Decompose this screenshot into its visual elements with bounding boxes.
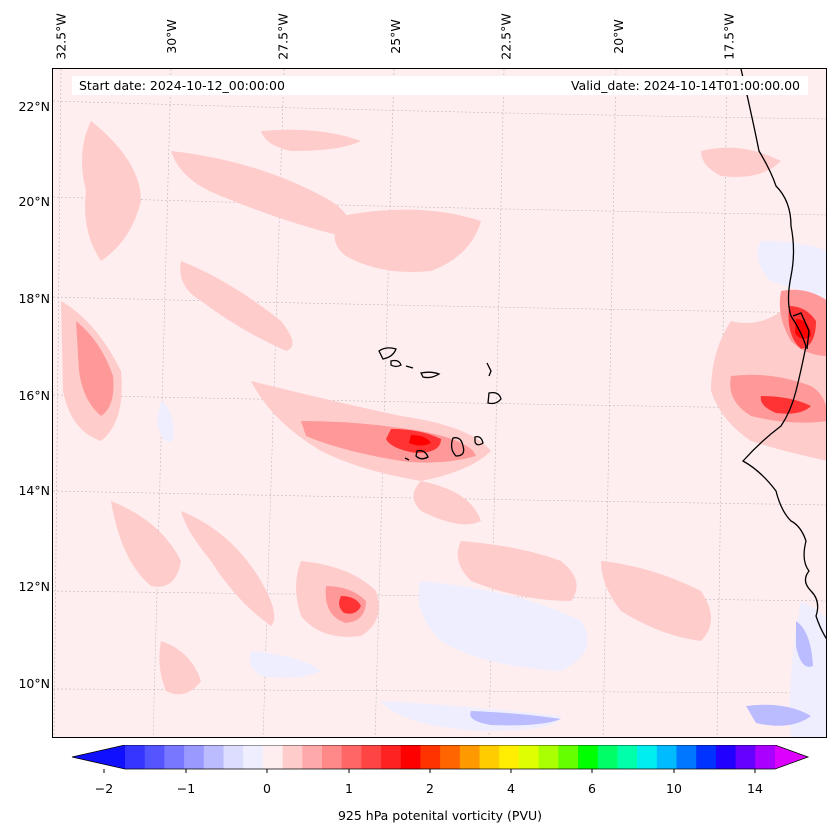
lon-label-25w: 25°W bbox=[387, 18, 403, 54]
colorbar-tick-1: 1 bbox=[345, 781, 353, 796]
colorbar-swatch bbox=[479, 745, 500, 769]
colorbar-swatch bbox=[262, 745, 284, 769]
lon-label-20w: 20°W bbox=[610, 18, 626, 54]
lon-label-32.5w: 32.5°W bbox=[53, 12, 69, 60]
lat-label-10n: 10°N bbox=[18, 676, 50, 691]
colorbar-swatch bbox=[518, 745, 540, 769]
lat-label-20n: 20°N bbox=[18, 194, 50, 209]
lat-label-18n: 18°N bbox=[18, 291, 50, 306]
colorbar-swatch bbox=[420, 745, 441, 769]
colorbar-swatch bbox=[381, 745, 402, 769]
colorbar-swatch bbox=[578, 745, 599, 769]
colorbar-swatch bbox=[223, 745, 244, 769]
colorbar-swatch bbox=[144, 745, 165, 769]
colorbar-swatch bbox=[184, 745, 205, 769]
colorbar-outline bbox=[71, 745, 810, 770]
colorbar-tick-neg2: −2 bbox=[94, 781, 114, 796]
map-canvas bbox=[53, 69, 826, 737]
colorbar-tick-neg1: −1 bbox=[176, 781, 196, 796]
colorbar-swatch bbox=[400, 745, 421, 769]
pv-contours-negative-medium bbox=[470, 621, 813, 726]
colorbar-swatch bbox=[676, 745, 697, 769]
lat-label-22n: 22°N bbox=[18, 99, 50, 114]
colorbar-swatch bbox=[597, 745, 618, 769]
colorbar-tick-14: 14 bbox=[747, 781, 763, 796]
lat-label-16n: 16°N bbox=[18, 388, 50, 403]
colorbar-tick-10: 10 bbox=[666, 781, 682, 796]
colorbar-swatch bbox=[696, 745, 717, 769]
colorbar-swatch bbox=[538, 745, 559, 769]
pv-contours-peak bbox=[409, 319, 811, 446]
colorbar-swatch bbox=[499, 745, 520, 769]
colorbar-swatch bbox=[715, 745, 737, 769]
valid-date: Valid_date: 2024-10-14T01:00:00.00 bbox=[570, 78, 800, 93]
gridlines bbox=[53, 69, 826, 737]
colorbar-label: 925 hPa potenital vorticity (PVU) bbox=[337, 808, 543, 823]
colorbar-swatch bbox=[440, 745, 461, 769]
map-title-bar: Start date: 2024-10-12_00:00:00 Valid_da… bbox=[72, 76, 808, 95]
colorbar-swatch bbox=[321, 745, 343, 769]
colorbar-swatch bbox=[637, 745, 658, 769]
colorbar-swatch bbox=[558, 745, 579, 769]
lat-label-14n: 14°N bbox=[18, 483, 50, 498]
lon-label-27.5w: 27.5°W bbox=[275, 12, 291, 60]
pv-contours-medium bbox=[76, 289, 826, 623]
colorbar-tick-6: 6 bbox=[588, 781, 596, 796]
coastline bbox=[740, 69, 826, 640]
colorbar-swatch bbox=[302, 745, 323, 769]
colorbar-swatch bbox=[125, 745, 146, 769]
map-panel[interactable] bbox=[52, 68, 827, 738]
colorbar-swatch bbox=[459, 745, 481, 769]
colorbar-swatch bbox=[361, 745, 382, 769]
colorbar bbox=[71, 745, 810, 773]
lon-label-22.5w: 22.5°W bbox=[498, 12, 514, 60]
cabo-verde-islands bbox=[378, 347, 502, 461]
colorbar-swatch bbox=[282, 745, 303, 769]
lat-label-12n: 12°N bbox=[18, 579, 50, 594]
colorbar-extend-low bbox=[72, 745, 125, 769]
colorbar-swatch bbox=[735, 745, 756, 769]
colorbar-tick-0: 0 bbox=[263, 781, 271, 796]
lon-label-17.5w: 17.5°W bbox=[721, 12, 737, 60]
colorbar-swatch bbox=[243, 745, 264, 769]
pv-contours-light bbox=[61, 121, 826, 695]
lon-label-30w: 30°W bbox=[163, 18, 179, 54]
start-date: Start date: 2024-10-12_00:00:00 bbox=[79, 78, 285, 93]
colorbar-swatch bbox=[164, 745, 185, 769]
colorbar-swatch bbox=[656, 745, 678, 769]
colorbar-swatch bbox=[203, 745, 224, 769]
colorbar-swatch bbox=[755, 745, 776, 769]
colorbar-tick-2: 2 bbox=[426, 781, 434, 796]
colorbar-swatch bbox=[617, 745, 638, 769]
colorbar-swatch bbox=[341, 745, 362, 769]
colorbar-extend-high bbox=[775, 745, 808, 769]
colorbar-tick-4: 4 bbox=[507, 781, 515, 796]
